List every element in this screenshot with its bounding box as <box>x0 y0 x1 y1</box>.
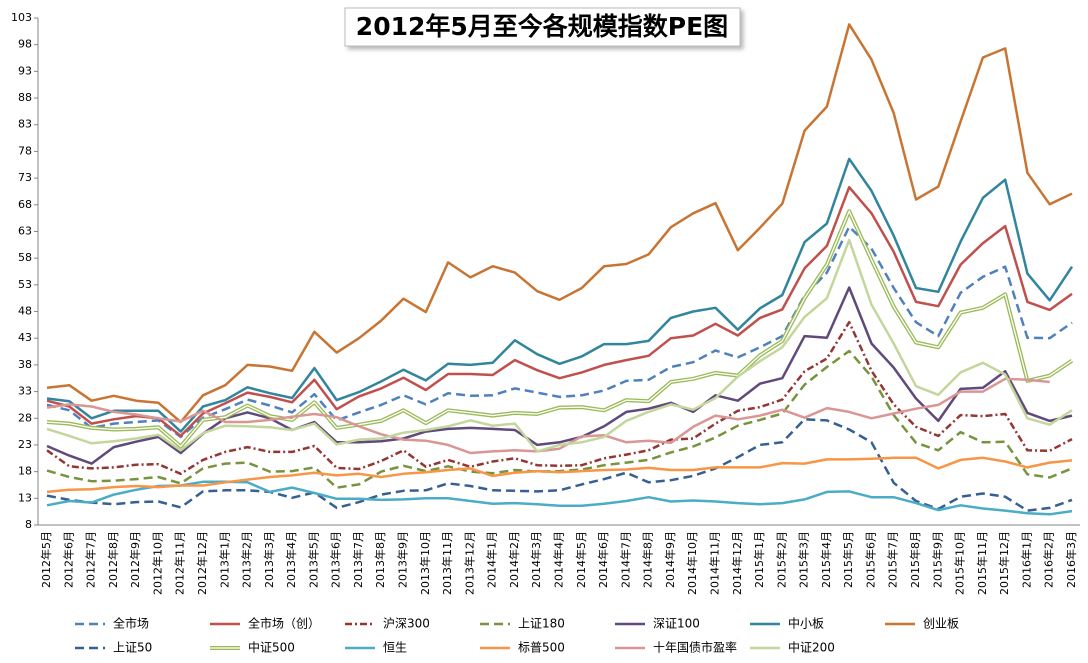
y-tick-label: 8 <box>25 518 32 531</box>
x-tick-label: 2015年11月 <box>975 531 989 595</box>
chart-title: 2012年5月至今各规模指数PE图 <box>356 12 728 41</box>
x-tick-label: 2014年4月 <box>552 531 566 588</box>
x-tick-label: 2014年7月 <box>618 531 632 588</box>
x-tick-label: 2013年6月 <box>329 531 343 588</box>
y-tick-label: 58 <box>18 251 32 264</box>
x-tick-label: 2015年4月 <box>819 531 833 588</box>
series-line <box>46 185 1073 438</box>
x-tick-label: 2013年11月 <box>440 531 454 595</box>
y-tick-label: 103 <box>11 11 32 24</box>
legend-label: 标普500 <box>518 641 565 655</box>
series-line <box>46 377 1050 455</box>
x-tick-label: 2013年3月 <box>262 531 276 588</box>
y-tick-label: 33 <box>18 385 32 398</box>
x-tick-label: 2014年1月 <box>485 531 499 588</box>
y-tick-label: 48 <box>18 305 32 318</box>
x-tick-label: 2015年8月 <box>908 531 922 588</box>
x-tick-label: 2012年11月 <box>173 531 187 595</box>
x-tick-label: 2013年1月 <box>217 531 231 588</box>
x-tick-label: 2012年10月 <box>150 531 164 595</box>
x-tick-label: 2015年6月 <box>863 531 877 588</box>
legend-label: 创业板 <box>923 617 959 631</box>
x-tick-label: 2016年2月 <box>1042 531 1056 588</box>
series-line <box>46 23 1073 424</box>
x-tick-label: 2015年5月 <box>841 531 855 588</box>
x-tick-label: 2015年1月 <box>752 531 766 588</box>
legend-label: 沪深300 <box>383 617 430 631</box>
legend-label: 中证200 <box>788 640 835 655</box>
legend-label: 全市场（创） <box>248 616 320 631</box>
x-tick-label: 2012年9月 <box>128 531 142 588</box>
legend-label: 全市场 <box>113 616 149 631</box>
y-tick-label: 23 <box>18 438 32 451</box>
series-line <box>46 456 1073 494</box>
x-tick-label: 2014年2月 <box>507 531 521 588</box>
x-tick-label: 2012年6月 <box>61 531 75 588</box>
x-tick-label: 2015年2月 <box>774 531 788 588</box>
y-tick-label: 43 <box>18 331 32 344</box>
x-tick-label: 2012年12月 <box>195 531 209 595</box>
series-line <box>46 418 1073 512</box>
legend-label: 十年国债市盈率 <box>653 640 737 655</box>
legend-label: 中证500 <box>248 640 295 655</box>
x-tick-label: 2012年8月 <box>106 531 120 588</box>
y-tick-label: 88 <box>18 91 32 104</box>
series-line <box>46 286 1073 465</box>
x-tick-label: 2014年6月 <box>596 531 610 588</box>
x-tick-label: 2013年4月 <box>284 531 298 588</box>
legend-label: 上证180 <box>518 617 565 631</box>
series-line <box>46 157 1074 433</box>
y-tick-label: 83 <box>18 118 32 131</box>
x-tick-label: 2014年10月 <box>685 531 699 595</box>
series-line <box>46 225 1073 439</box>
legend-label: 上证50 <box>113 641 152 655</box>
y-tick-label: 28 <box>18 411 32 424</box>
x-tick-label: 2013年9月 <box>396 531 410 588</box>
y-tick-label: 38 <box>18 358 32 371</box>
x-tick-label: 2016年1月 <box>1019 531 1033 588</box>
x-tick-label: 2013年7月 <box>351 531 365 588</box>
y-tick-label: 93 <box>18 64 32 77</box>
x-tick-label: 2015年9月 <box>930 531 944 588</box>
x-tick-label: 2013年10月 <box>418 531 432 595</box>
x-tick-label: 2016年3月 <box>1064 531 1078 588</box>
y-tick-label: 73 <box>18 171 32 184</box>
y-tick-label: 18 <box>18 465 32 478</box>
x-tick-label: 2015年3月 <box>797 531 811 588</box>
y-tick-label: 78 <box>18 144 32 157</box>
y-tick-label: 53 <box>18 278 32 291</box>
series-line <box>46 480 1073 516</box>
x-tick-label: 2014年8月 <box>641 531 655 588</box>
x-tick-label: 2015年7月 <box>886 531 900 588</box>
x-tick-label: 2014年9月 <box>663 531 677 588</box>
legend-label: 深证100 <box>653 617 700 631</box>
y-tick-label: 13 <box>18 491 32 504</box>
x-tick-label: 2013年12月 <box>462 531 476 595</box>
legend-label: 恒生 <box>383 641 407 655</box>
x-tick-label: 2014年12月 <box>730 531 744 595</box>
x-tick-label: 2012年5月 <box>39 531 53 588</box>
x-tick-label: 2015年12月 <box>997 531 1011 595</box>
x-tick-label: 2013年5月 <box>306 531 320 588</box>
x-tick-label: 2015年10月 <box>953 531 967 595</box>
title-box <box>344 7 741 47</box>
x-tick-label: 2014年5月 <box>574 531 588 588</box>
x-tick-label: 2013年2月 <box>240 531 254 588</box>
x-tick-label: 2014年11月 <box>707 531 721 595</box>
x-tick-label: 2013年8月 <box>373 531 387 588</box>
legend-label: 中小板 <box>788 616 824 631</box>
series-line <box>46 238 1073 453</box>
y-tick-label: 98 <box>18 38 32 51</box>
y-tick-label: 63 <box>18 224 32 237</box>
x-tick-label: 2014年3月 <box>529 531 543 588</box>
y-tick-label: 68 <box>18 198 32 211</box>
x-tick-label: 2012年7月 <box>84 531 98 588</box>
